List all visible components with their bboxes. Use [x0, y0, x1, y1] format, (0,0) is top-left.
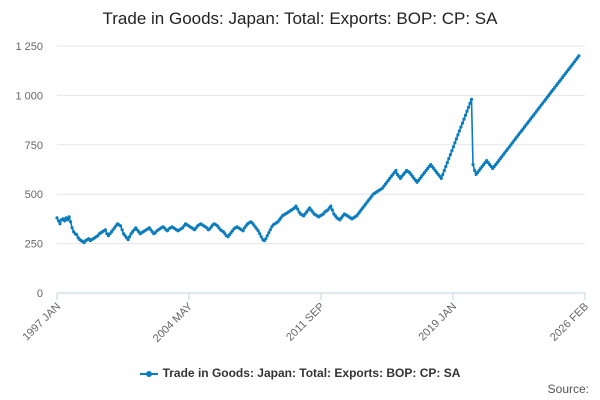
- data-point: [66, 218, 70, 222]
- data-point: [267, 231, 271, 235]
- data-point: [462, 117, 466, 121]
- data-point: [67, 215, 71, 219]
- data-point: [456, 133, 460, 137]
- y-tick-label: 750: [25, 140, 43, 152]
- data-point: [120, 228, 124, 232]
- x-tick-label: 2004 MAY: [151, 300, 196, 345]
- y-tick-label: 500: [25, 189, 43, 201]
- x-tick-label: 2011 SEP: [284, 301, 327, 344]
- data-point: [445, 161, 449, 165]
- y-tick-label: 250: [25, 239, 43, 251]
- data-point: [75, 233, 79, 237]
- data-point: [126, 238, 130, 242]
- data-point: [448, 153, 452, 157]
- data-point: [268, 228, 272, 232]
- data-point: [441, 172, 445, 176]
- data-point: [469, 97, 474, 101]
- data-point: [460, 121, 465, 125]
- data-point: [259, 235, 263, 239]
- data-point: [453, 141, 457, 145]
- data-point: [264, 237, 268, 241]
- data-point: [451, 145, 455, 149]
- x-tick-label: 2019 JAN: [416, 301, 459, 344]
- data-point: [329, 204, 333, 208]
- data-point: [473, 168, 477, 173]
- data-point: [265, 234, 269, 238]
- data-point: [468, 101, 472, 105]
- data-point: [454, 137, 458, 141]
- data-point: [69, 220, 73, 224]
- x-tick-label: 2026 FEB: [548, 301, 591, 344]
- data-point: [241, 229, 245, 233]
- data-point: [294, 204, 298, 208]
- y-tick-label: 0: [37, 288, 43, 300]
- data-point: [439, 176, 443, 180]
- data-point: [296, 207, 300, 211]
- x-tick-label: 1997 JAN: [20, 301, 63, 344]
- data-point: [459, 125, 463, 129]
- data-point: [63, 219, 67, 223]
- data-point: [118, 224, 123, 228]
- data-point: [103, 228, 107, 232]
- chart-title: Trade in Goods: Japan: Total: Exports: B…: [102, 9, 498, 28]
- data-point: [444, 164, 448, 169]
- data-point: [128, 235, 132, 239]
- source-note: Source:: [547, 382, 589, 396]
- data-point: [442, 168, 446, 173]
- y-tick-label: 1 250: [15, 41, 43, 53]
- data-point: [450, 149, 454, 153]
- data-point: [330, 208, 334, 212]
- gridlines: [57, 45, 585, 245]
- data-point: [258, 232, 262, 236]
- data-point: [577, 54, 581, 58]
- data-point: [394, 168, 398, 173]
- y-tick-label: 1 000: [15, 90, 43, 102]
- data-point: [70, 226, 74, 230]
- legend-swatch: [139, 370, 158, 377]
- axes: 0 250 500 750 1 000 1 250 1997 JAN 2004 MAY 2011…: [15, 41, 591, 345]
- data-point: [471, 163, 475, 167]
- legend-label: Trade in Goods: Japan: Total: Exports: B…: [162, 366, 461, 380]
- data-point: [465, 109, 469, 113]
- data-point: [457, 129, 461, 133]
- data-point: [55, 216, 59, 220]
- series-points-layer: [55, 54, 581, 245]
- data-point: [447, 157, 451, 161]
- data-point: [466, 105, 471, 109]
- legend-marker: [145, 370, 152, 377]
- data-point: [256, 229, 260, 233]
- legend[interactable]: Trade in Goods: Japan: Total: Exports: B…: [0, 366, 600, 380]
- data-point: [463, 113, 468, 117]
- data-point: [58, 222, 62, 226]
- data-point: [56, 219, 61, 223]
